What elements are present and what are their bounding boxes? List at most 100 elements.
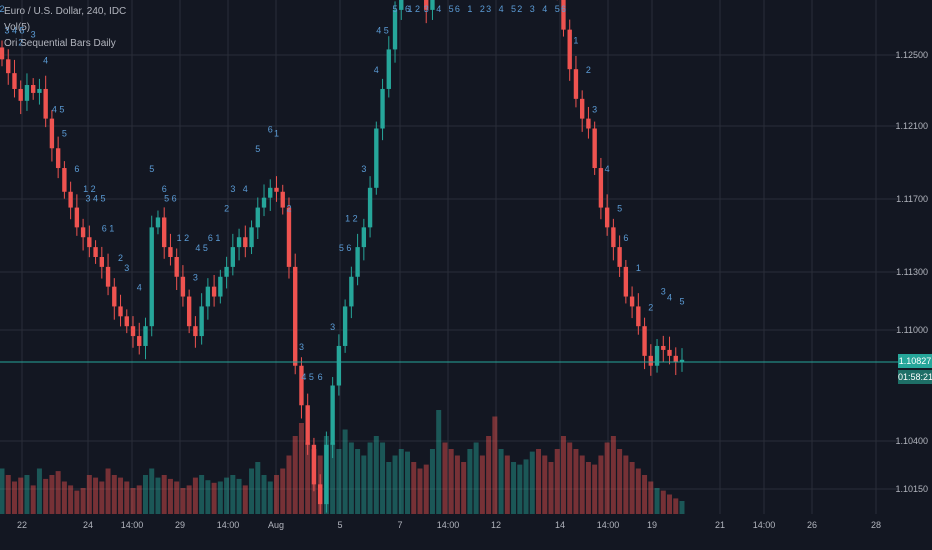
- symbol-title[interactable]: Euro / U.S. Dollar, 240, IDC: [4, 6, 127, 17]
- price-tick-label: 1.12500: [895, 50, 928, 60]
- volume-bar: [155, 477, 161, 514]
- sequence-count-label: 5: [511, 4, 516, 14]
- volume-bar: [55, 471, 61, 514]
- volume-bar: [392, 455, 398, 514]
- volume-bar: [461, 462, 467, 514]
- sequence-count-label: 1 2: [177, 233, 190, 243]
- volume-bar: [167, 478, 173, 514]
- price-tick-label: 1.11000: [896, 325, 928, 335]
- sequence-count-label: 2: [286, 204, 291, 214]
- volume-bar: [74, 490, 80, 514]
- volume-bar: [673, 498, 679, 514]
- volume-bar: [542, 455, 548, 514]
- sequence-count-label: 5: [617, 204, 622, 214]
- volume-bar: [361, 455, 367, 514]
- candle-body: [199, 306, 204, 337]
- volume-bar: [280, 468, 286, 514]
- volume-bar: [467, 449, 473, 514]
- volume-bar: [517, 464, 523, 514]
- volume-bar: [192, 477, 198, 514]
- volume-bar: [336, 449, 342, 514]
- volume-indicator-label[interactable]: Vol(5): [4, 22, 31, 33]
- candle-body: [130, 326, 136, 337]
- sequence-count-label: 3: [299, 342, 304, 352]
- sequence-count-label: 6: [162, 184, 167, 194]
- volume-bar: [411, 462, 417, 514]
- volume-bar: [186, 485, 192, 514]
- volume-bar: [560, 436, 566, 514]
- price-tick-label: 1.11700: [896, 194, 928, 204]
- candle-body: [642, 326, 647, 356]
- volume-bar: [11, 481, 17, 514]
- volume-bar: [36, 468, 42, 514]
- volume-bar: [342, 429, 348, 514]
- candle-body: [205, 286, 211, 307]
- sequence-count-label: 4: [499, 4, 504, 14]
- volume-bar: [111, 475, 117, 514]
- sequence-count-label: 2: [118, 253, 123, 263]
- candle-body: [68, 191, 73, 208]
- sequence-count-label: 4: [374, 65, 379, 75]
- time-tick-label: 14: [554, 520, 566, 530]
- volume-bar: [286, 455, 292, 514]
- last-price-badge: 1.10827: [898, 354, 932, 368]
- price-axis[interactable]: 1.12500 1.12100 1.11700 1.11300 1.11000 1.104…: [895, 0, 932, 514]
- sequence-count-label: 3: [530, 4, 535, 14]
- candle-body: [255, 207, 260, 228]
- sequence-count-label: 4 5: [376, 26, 389, 36]
- volume-bar: [261, 475, 267, 514]
- volume-bar: [498, 449, 504, 514]
- volume-bar: [348, 442, 354, 514]
- volume-bar: [24, 475, 30, 514]
- candle-body: [74, 207, 80, 228]
- volume-bar: [305, 442, 311, 514]
- time-axis[interactable]: 22 24 14:00 29 14:00 Aug 5 7 14:00 12 14 14:00 19 21 1…: [0, 514, 898, 550]
- candle-body: [6, 59, 11, 74]
- sequence-count-label: 5 6: [164, 194, 177, 204]
- candle-body: [155, 217, 161, 228]
- volume-bar: [567, 442, 573, 514]
- sequence-count-label: 6: [623, 233, 628, 243]
- candle-body: [112, 286, 117, 307]
- sequence-count-label: 6: [268, 124, 273, 134]
- sequence-count-label: 2: [18, 37, 23, 47]
- candle-body: [648, 355, 653, 366]
- volume-bar: [355, 449, 361, 514]
- sequence-count-label: 1: [274, 128, 279, 138]
- sequence-count-label: 3: [592, 105, 597, 115]
- volume-bar: [554, 449, 560, 514]
- candle-body: [399, 0, 404, 10]
- candle-body: [180, 276, 186, 297]
- sequence-count-label: 6: [561, 4, 566, 14]
- candle-body: [679, 359, 685, 362]
- sequence-count-label: 2: [480, 4, 485, 14]
- volume-bar: [161, 475, 167, 514]
- volume-bar: [604, 442, 610, 514]
- sequential-indicator-label[interactable]: Ori Sequential Bars Daily: [4, 38, 116, 49]
- volume-bar: [149, 468, 155, 514]
- sequence-count-label: 6: [318, 372, 323, 382]
- volume-bar: [118, 477, 124, 514]
- volume-bar: [30, 485, 36, 514]
- candle-body: [392, 9, 398, 50]
- volume-bar: [448, 449, 454, 514]
- candle-body: [80, 227, 86, 238]
- candle-body: [249, 227, 254, 248]
- candle-body: [598, 168, 604, 208]
- volume-bar: [504, 455, 510, 514]
- time-tick-label: 12: [490, 520, 502, 530]
- sequence-count-label: 1: [573, 35, 578, 45]
- candle-body: [311, 444, 317, 485]
- candle-body: [87, 237, 92, 248]
- candle-body: [280, 191, 285, 208]
- volume-bar: [373, 436, 379, 514]
- sequence-count-label: 1: [636, 263, 641, 273]
- volume-bar: [18, 477, 24, 514]
- chart-legend: Euro / U.S. Dollar, 240, IDC Vol(5) Ori …: [4, 4, 126, 52]
- candle-body: [367, 187, 373, 228]
- candle-body: [661, 345, 666, 350]
- candle-body: [55, 148, 61, 169]
- candle-body: [149, 227, 154, 327]
- volume-bar: [136, 485, 142, 514]
